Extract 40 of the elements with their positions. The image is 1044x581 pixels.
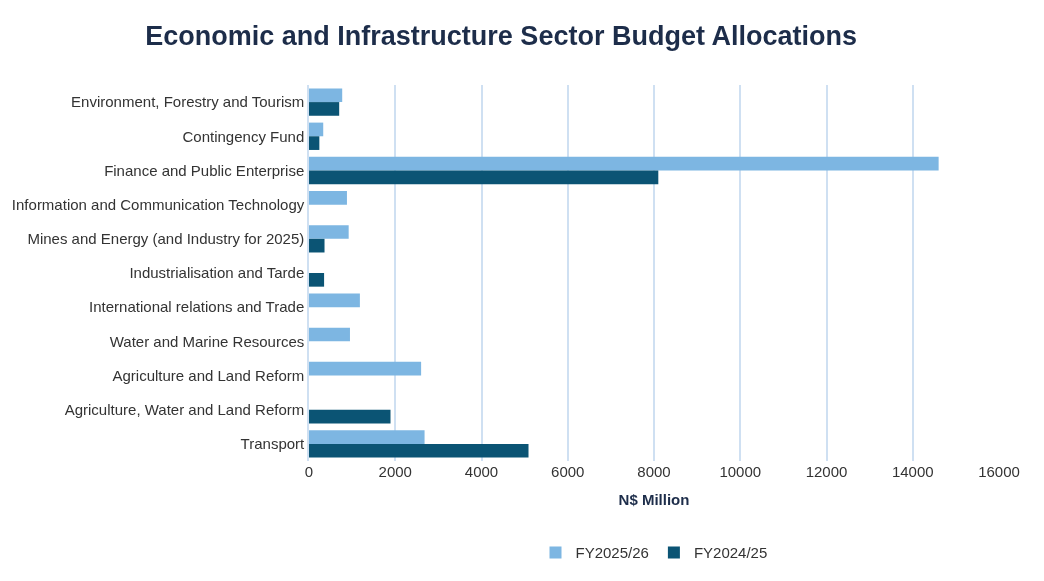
bar	[309, 136, 320, 150]
y-tick-label: Transport	[240, 435, 306, 453]
chart-title: Economic and Infrastructure Sector Budget Allocations	[145, 21, 857, 52]
bar	[309, 122, 324, 137]
bar	[309, 409, 391, 424]
x-tick-label: 0	[304, 463, 314, 480]
legend-label: FY2024/25	[693, 544, 768, 562]
bar	[309, 225, 349, 239]
bar	[309, 273, 325, 287]
y-tick-label: Industrialisation and Tarde	[129, 264, 305, 282]
y-tick-label: Agriculture and Land Reform	[112, 366, 305, 384]
x-tick-label: 2000	[378, 463, 412, 480]
y-tick-label: Environment, Forestry and Tourism	[71, 93, 305, 111]
bar	[309, 238, 325, 253]
x-tick-label: 14000	[891, 463, 934, 480]
bar	[309, 443, 529, 458]
x-tick-label: 10000	[719, 463, 762, 480]
y-tick-label: Agriculture, Water and Land Reform	[64, 400, 305, 418]
bar	[309, 170, 659, 185]
legend-label: FY2025/26	[575, 544, 649, 562]
x-tick-label: 16000	[978, 463, 1020, 480]
x-tick-label: 8000	[637, 463, 671, 480]
y-tick-label: Information and Communication Technology	[11, 195, 305, 213]
y-tick-label: Mines and Energy (and Industry for 2025)	[27, 230, 305, 248]
y-tick-label: Water and Marine Resources	[109, 332, 305, 350]
x-tick-label: 4000	[464, 463, 499, 480]
bar	[309, 327, 350, 342]
bar	[309, 361, 422, 376]
bar	[309, 430, 425, 444]
bar	[309, 190, 347, 205]
bar	[309, 88, 343, 103]
x-tick-label: 12000	[805, 463, 848, 480]
bar	[309, 293, 360, 308]
x-axis-title: N$ Million	[618, 491, 690, 508]
bar	[309, 102, 340, 116]
x-tick-label: 6000	[551, 463, 585, 480]
y-tick-label: International relations and Trade	[89, 298, 305, 316]
y-tick-label: Contingency Fund	[182, 127, 305, 145]
y-tick-label: Finance and Public Enterprise	[104, 161, 305, 179]
bar	[309, 156, 939, 171]
